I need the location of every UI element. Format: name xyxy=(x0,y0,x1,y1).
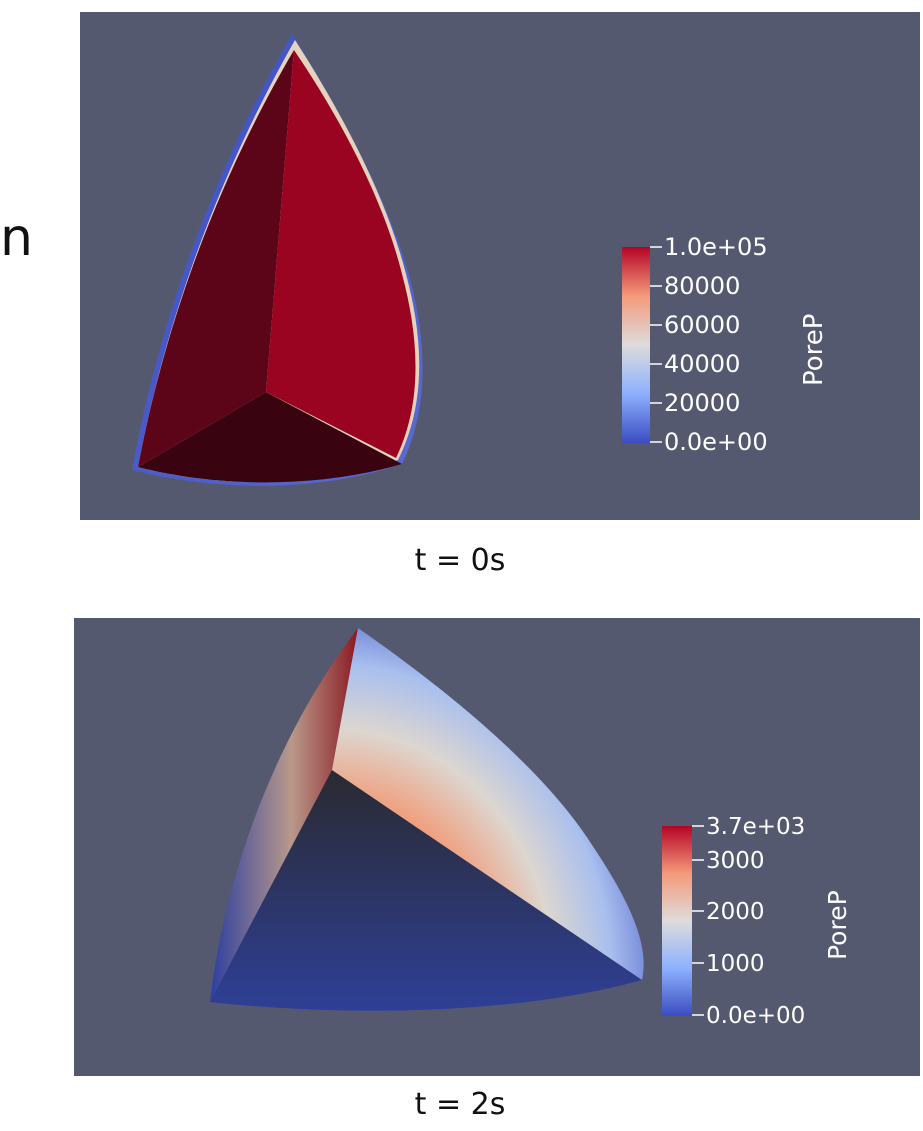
colorbar-ticks: 1.0e+05 80000 60000 40000 20000 0.0e+00 xyxy=(650,233,768,456)
tick-label: 60000 xyxy=(664,311,740,339)
render-view-t2: 3.7e+03 3000 2000 1000 0.0e+00 PoreP xyxy=(74,618,920,1076)
tick-label: 0.0e+00 xyxy=(706,1003,805,1029)
colorbar-gradient xyxy=(662,826,692,1016)
colorbar-gradient xyxy=(622,247,650,443)
colorbar-ticks: 3.7e+03 3000 2000 1000 0.0e+00 xyxy=(692,814,805,1029)
tick-label: 1000 xyxy=(706,951,765,977)
tick-label: 80000 xyxy=(664,272,740,300)
colorbar-t2: 3.7e+03 3000 2000 1000 0.0e+00 PoreP xyxy=(662,814,852,1029)
colorbar-title: PoreP xyxy=(823,890,852,960)
colorbar-t0: 1.0e+05 80000 60000 40000 20000 0.0e+00 … xyxy=(622,233,829,456)
stray-glyph: n xyxy=(0,208,33,268)
quarter-sphere-t2 xyxy=(210,628,644,1011)
tick-label: 40000 xyxy=(664,350,740,378)
caption-t2: t = 2s xyxy=(414,1087,506,1122)
tick-label: 0.0e+00 xyxy=(664,428,768,456)
caption-t0: t = 0s xyxy=(414,543,506,578)
render-panel-t0: 1.0e+05 80000 60000 40000 20000 0.0e+00 … xyxy=(80,12,920,520)
render-view-t0: 1.0e+05 80000 60000 40000 20000 0.0e+00 … xyxy=(80,12,920,520)
quarter-sphere-t0 xyxy=(132,34,423,486)
tick-label: 3.7e+03 xyxy=(706,814,805,840)
tick-label: 20000 xyxy=(664,389,740,417)
tick-label: 3000 xyxy=(706,848,765,874)
tick-label: 1.0e+05 xyxy=(664,233,768,261)
tick-label: 2000 xyxy=(706,899,765,925)
colorbar-title: PoreP xyxy=(799,314,829,386)
render-panel-t2: 3.7e+03 3000 2000 1000 0.0e+00 PoreP xyxy=(74,618,920,1076)
